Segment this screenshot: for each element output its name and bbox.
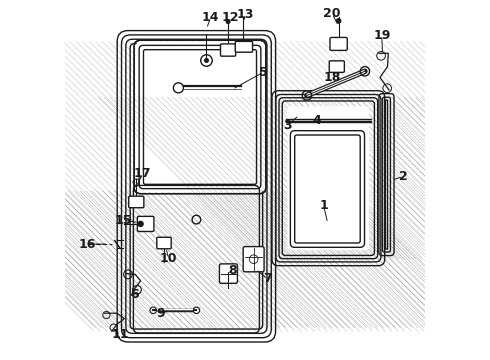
Text: 5: 5 (259, 66, 268, 78)
Text: 6: 6 (130, 288, 139, 301)
FancyBboxPatch shape (136, 42, 265, 192)
Text: 10: 10 (160, 252, 177, 265)
Text: 1: 1 (319, 199, 328, 212)
Text: 17: 17 (134, 167, 151, 180)
Circle shape (138, 221, 143, 226)
FancyBboxPatch shape (220, 44, 236, 56)
Circle shape (226, 20, 230, 23)
FancyBboxPatch shape (157, 237, 171, 249)
Circle shape (337, 19, 341, 23)
Text: 12: 12 (222, 11, 239, 24)
Text: 11: 11 (112, 328, 129, 341)
Text: 18: 18 (323, 71, 341, 84)
FancyBboxPatch shape (243, 247, 264, 272)
Text: 2: 2 (399, 170, 408, 183)
FancyBboxPatch shape (220, 264, 238, 283)
Text: 19: 19 (373, 29, 391, 42)
Text: 9: 9 (157, 307, 166, 320)
FancyBboxPatch shape (129, 196, 144, 208)
FancyBboxPatch shape (329, 61, 344, 72)
Text: 8: 8 (228, 264, 237, 276)
Text: 7: 7 (263, 273, 272, 285)
FancyBboxPatch shape (137, 216, 154, 231)
Text: 14: 14 (202, 11, 220, 24)
FancyBboxPatch shape (235, 41, 252, 52)
Text: 13: 13 (237, 8, 254, 21)
FancyBboxPatch shape (288, 106, 369, 250)
Circle shape (204, 58, 209, 63)
Text: 3: 3 (283, 119, 292, 132)
Text: 4: 4 (313, 114, 321, 127)
Text: 15: 15 (115, 214, 132, 227)
Text: 20: 20 (323, 7, 341, 20)
FancyBboxPatch shape (330, 37, 347, 50)
Text: 16: 16 (78, 238, 96, 251)
